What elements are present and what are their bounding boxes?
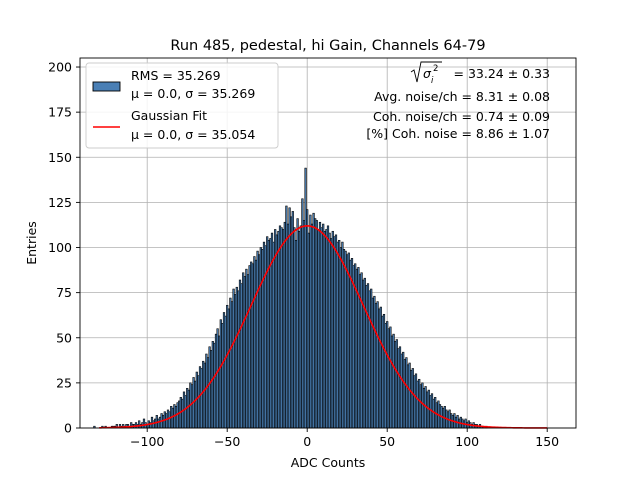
y-tick-label: 50 [56, 330, 72, 345]
y-tick-label: 75 [56, 285, 72, 300]
legend-histogram-stats: μ = 0.0, σ = 35.269 [131, 86, 255, 101]
noise-annotations: σ i 2 = 33.24 ± 0.33 Avg. noise/ch = 8.3… [366, 61, 550, 141]
y-tick-label: 125 [48, 195, 72, 210]
x-tick-label: 100 [455, 434, 479, 449]
y-axis-label: Entries [24, 221, 39, 265]
y-tick-label: 175 [48, 105, 72, 120]
axes-frame [79, 57, 577, 429]
x-tick-label: 50 [379, 434, 395, 449]
annotation-total-noise: = 33.24 ± 0.33 [454, 66, 550, 81]
x-axis-label: ADC Counts [291, 455, 366, 470]
legend-fit-label: Gaussian Fit [131, 108, 207, 123]
x-tick-label: 0 [303, 434, 311, 449]
legend-histogram-label: RMS = 35.269 [131, 68, 221, 83]
x-axis-ticks: −100 −50 0 50 100 150 [130, 428, 559, 449]
annotation-coh-noise: Coh. noise/ch = 0.74 ± 0.09 [373, 109, 550, 124]
y-tick-label: 100 [48, 240, 72, 255]
sqrt-subscript: i [431, 76, 434, 86]
y-tick-label: 150 [48, 150, 72, 165]
y-tick-label: 200 [48, 60, 72, 75]
sqrt-sigma: σ [423, 66, 432, 81]
x-tick-label: −50 [214, 434, 240, 449]
legend: RMS = 35.269 μ = 0.0, σ = 35.269 Gaussia… [85, 62, 279, 149]
y-tick-label: 25 [56, 375, 72, 390]
legend-fit-stats: μ = 0.0, σ = 35.054 [131, 127, 255, 142]
annotation-avg-noise: Avg. noise/ch = 8.31 ± 0.08 [374, 89, 550, 104]
gaussian-fit-curve [99, 225, 548, 429]
legend-box [85, 62, 279, 149]
y-tick-label: 0 [64, 421, 72, 436]
x-tick-label: −100 [130, 434, 164, 449]
legend-histogram-swatch [92, 81, 121, 92]
y-axis-ticks: 0 25 50 75 100 125 150 175 200 [48, 60, 80, 436]
sqrt-symbol-icon [410, 61, 442, 83]
annotation-coh-percent: [%] Coh. noise = 8.86 ± 1.07 [366, 126, 550, 141]
sqrt-superscript: 2 [433, 64, 438, 74]
x-tick-label: 150 [535, 434, 559, 449]
chart-title: Run 485, pedestal, hi Gain, Channels 64-… [170, 38, 485, 54]
